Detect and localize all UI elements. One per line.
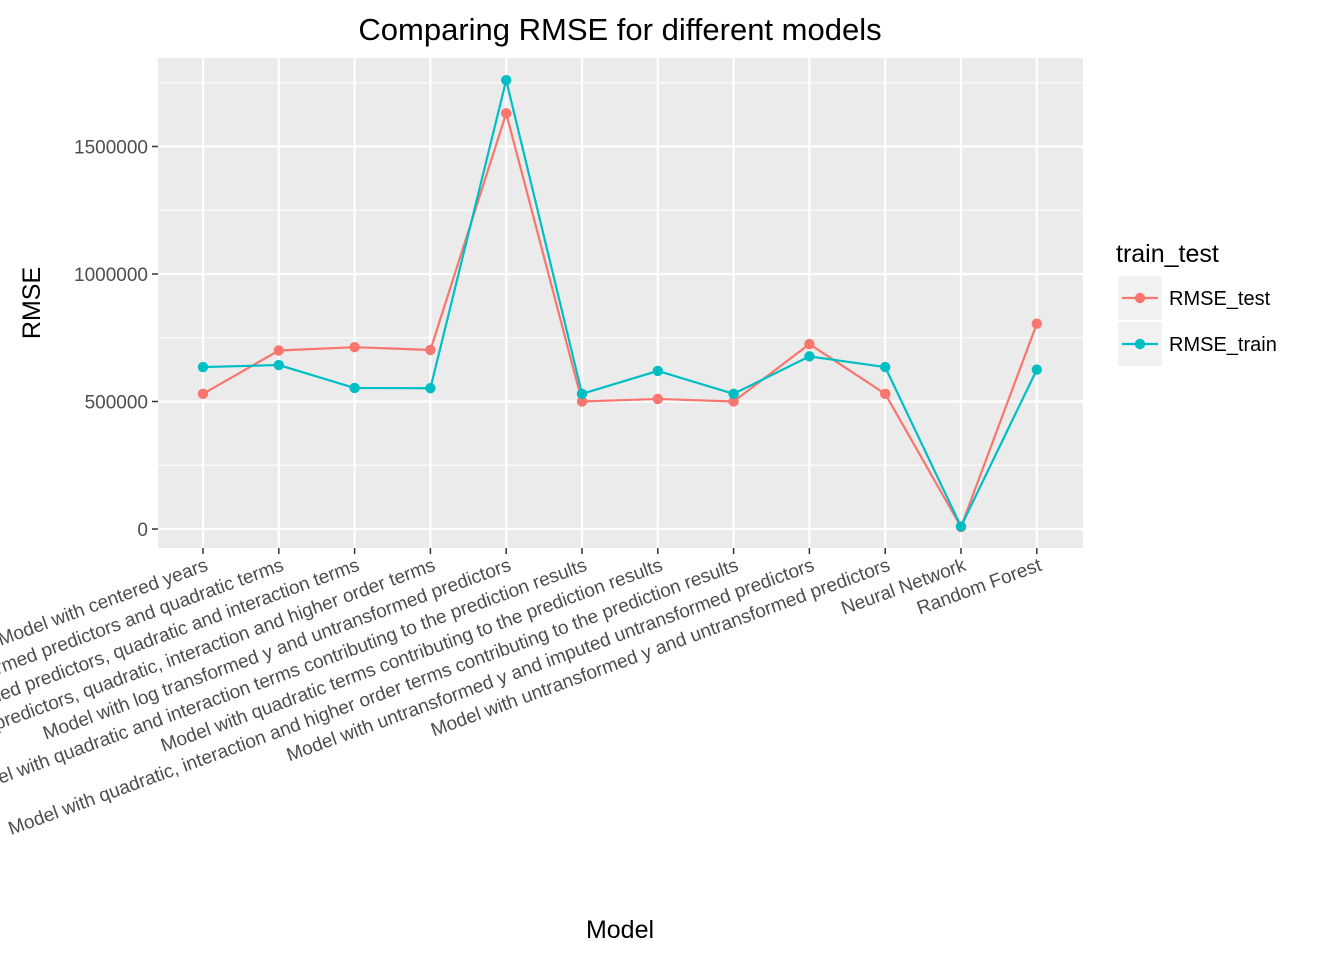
data-point <box>197 361 209 373</box>
y-axis: 0 500000 1000000 1500000 <box>74 138 158 541</box>
data-point <box>425 344 436 356</box>
data-point <box>576 396 588 407</box>
data-point <box>1031 318 1043 329</box>
legend-item: RMSE_train <box>1118 322 1277 366</box>
data-point <box>273 359 284 371</box>
chart-title: Comparing RMSE for different models <box>358 12 881 47</box>
y-tick-label: 500000 <box>85 393 148 414</box>
x-axis-title: Model <box>586 916 654 944</box>
series-line <box>202 109 1038 530</box>
data-point <box>197 388 209 400</box>
y-tick-label: 0 <box>137 520 148 541</box>
data-point <box>273 345 284 356</box>
y-axis-title: RMSE <box>18 267 46 339</box>
legend-key-point <box>1134 338 1146 350</box>
legend-label: RMSE_test <box>1169 288 1271 310</box>
data-point <box>1031 364 1043 375</box>
series-RMSE_test <box>197 108 1043 533</box>
series-line <box>202 79 1038 529</box>
data-point <box>804 351 815 362</box>
plot-panel <box>158 58 1083 548</box>
data-point <box>501 75 512 86</box>
data-point <box>652 365 663 377</box>
series-RMSE_train <box>197 75 1043 532</box>
data-point <box>349 382 360 394</box>
legend-key-point <box>1134 292 1146 304</box>
legend-title: train_test <box>1116 240 1219 268</box>
data-point <box>425 383 436 394</box>
legend-item: RMSE_test <box>1118 276 1271 320</box>
grid-lines <box>158 58 1083 548</box>
data-point <box>804 338 815 350</box>
data-point <box>955 521 967 532</box>
data-point <box>880 388 891 400</box>
legend: train_test RMSE_test RMSE_train <box>1116 240 1277 366</box>
x-axis: Model with centered yearsModel with untr… <box>0 548 1045 840</box>
data-point <box>880 361 891 373</box>
data-point <box>652 393 663 405</box>
y-tick-label: 1000000 <box>74 265 148 286</box>
data-point <box>576 388 588 400</box>
data-point <box>728 396 739 407</box>
data-point <box>501 108 512 119</box>
data-point <box>349 341 360 353</box>
y-tick-label: 1500000 <box>74 138 148 159</box>
legend-label: RMSE_train <box>1169 334 1277 356</box>
data-point <box>728 388 739 400</box>
series-layer <box>197 75 1043 533</box>
